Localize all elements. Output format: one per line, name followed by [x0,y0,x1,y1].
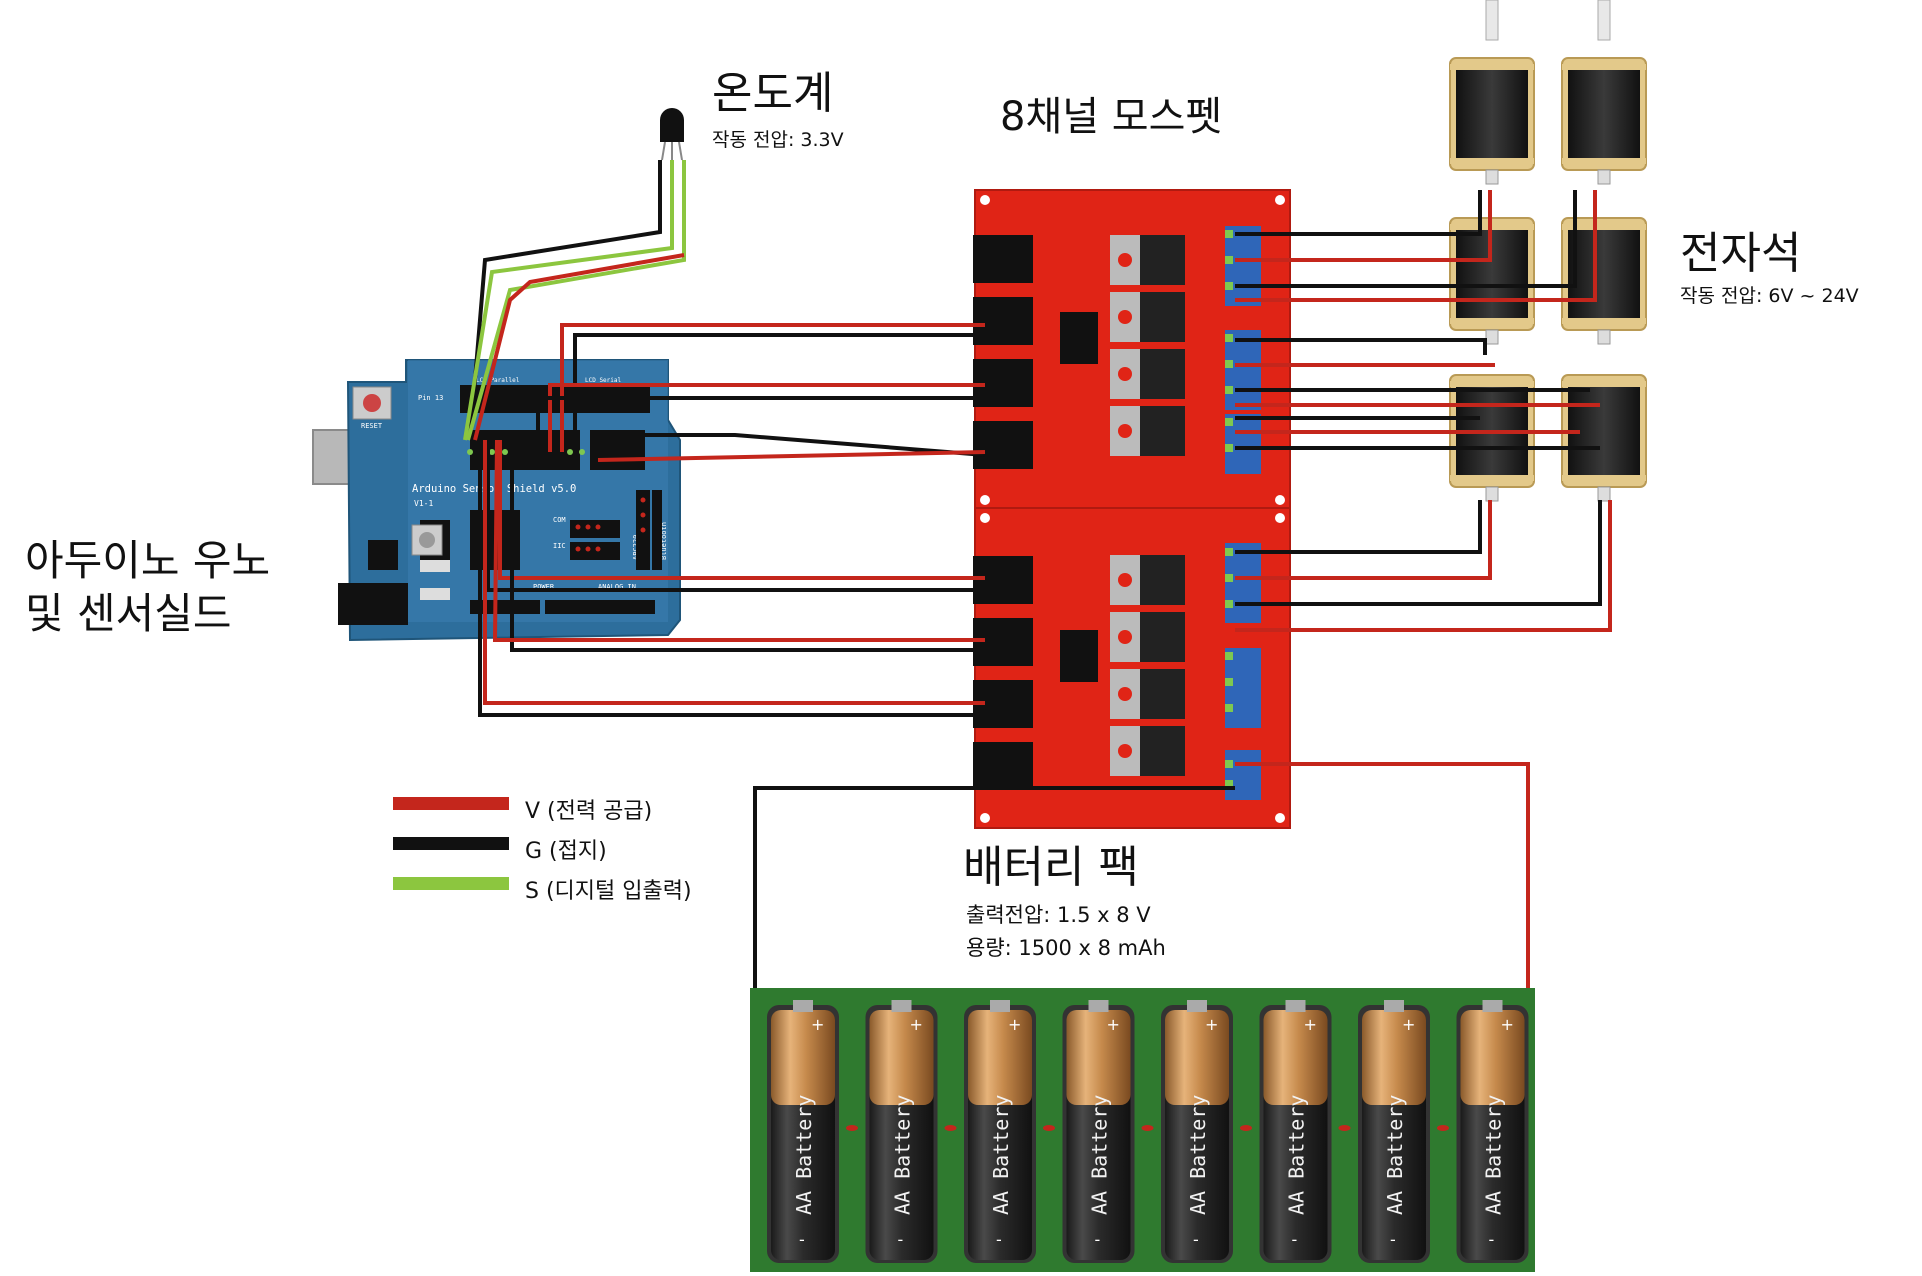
battery-plus-sign: + [1304,1015,1317,1034]
lcd-label: LCD Parallel [476,377,520,384]
wire-ch-d-power [498,440,985,580]
mosfet-transistors-top [1110,235,1185,456]
aa-battery-8: + - AA Battery [1456,1000,1529,1263]
aa-battery-3: + - AA Battery [964,1000,1055,1263]
electromagnet-4 [1561,217,1647,345]
battery-plus-sign: + [1205,1015,1218,1034]
wire-ch-d-ground [486,440,985,592]
thermometer-sensor [660,108,684,161]
iic-label: IIC [553,542,566,550]
arduino-line2: 및 센서실드 [25,589,232,638]
legend-swatch-signal [393,877,509,890]
aa-battery-5: + - AA Battery [1161,1000,1252,1263]
electromagnet-5 [1449,374,1535,502]
battery-minus-sign: - [1193,1230,1199,1249]
electromagnet-voltage: 작동 전압: 6V ~ 24V [1680,285,1859,307]
wire-ch-a-ground [573,333,985,452]
battery-connector [1338,1125,1351,1131]
legend: V (전력 공급) G (접지) S (디지털 입출력) [393,797,692,904]
mosfet-title: 8채널 모스펫 [1000,94,1222,140]
power-label: POWER [533,583,555,591]
labels: 온도계 작동 전압: 3.3V 8채널 모스펫 전자석 작동 전압: 6V ~ … [25,68,1859,960]
battery-connector [846,1125,858,1131]
wire-ch-e-power [492,439,985,642]
wires [463,160,1612,1130]
analog-label: ANALOG IN [598,583,636,591]
mosfet-module-bottom [973,507,1291,829]
battery-connector [1043,1125,1055,1131]
aa-battery-7: + - AA Battery [1358,1000,1449,1263]
com-label: COM [553,516,566,524]
battery-minus-sign: - [898,1230,904,1249]
wire-thermo-power-red [473,253,685,441]
shield-name: Arduino Sensor Shield v5.0 [412,483,576,495]
wire-thermo-signal [463,160,674,441]
reset-label: RESET [361,422,383,430]
battery-connector [944,1125,957,1131]
dc-jack [338,583,408,625]
battery-label: AA Battery [891,1095,915,1215]
wire-ch-e-ground [510,440,985,652]
battery-plus-sign: + [1008,1015,1021,1034]
battery-label: AA Battery [792,1095,816,1215]
electromagnet-6 [1561,374,1647,502]
aa-battery-4: + - AA Battery [1062,1000,1154,1263]
electromagnet-2 [1561,0,1647,185]
electromagnet-1 [1449,0,1535,185]
battery-minus-sign: - [1292,1230,1298,1249]
battery-title: 배터리 팩 [963,842,1139,893]
wire-ch-f-power [483,440,985,705]
battery-label: AA Battery [1482,1095,1506,1215]
aa-battery-1: + - AA Battery [767,1000,858,1263]
shield-version: V1-1 [414,499,433,508]
battery-connector [1240,1125,1252,1131]
electromagnets [1449,0,1647,502]
battery-minus-sign: - [1489,1230,1495,1249]
thermometer-title: 온도계 [712,68,833,119]
battery-connector [1437,1125,1449,1131]
bluetooth-label: Bluetooth [660,522,668,560]
wire-ch-c-ground [598,433,986,457]
wire-ch-b-ground [536,396,985,452]
wire-ch-c-power [597,450,986,462]
battery-minus-sign: - [1390,1230,1396,1249]
mosfet-transistors-bottom [1110,555,1185,776]
battery-label: AA Battery [989,1095,1013,1215]
battery-output: 출력전압: 1.5 x 8 V [966,903,1151,927]
legend-label-ground: G (접지) [525,839,607,864]
legend-swatch-ground [393,837,509,850]
battery-minus-sign: - [996,1230,1002,1249]
pin13-label: Pin 13 [418,394,443,402]
battery-plus-sign: + [1107,1015,1120,1034]
wire-ch-f-ground [478,440,985,717]
legend-swatch-power [393,797,509,810]
electromagnet-title: 전자석 [1680,228,1801,279]
lcd-serial-label: LCD Serial [585,377,622,384]
battery-plus-sign: + [1402,1015,1415,1034]
aa-battery-6: + - AA Battery [1259,1000,1351,1263]
arduino-line1: 아두이노 우노 [25,536,270,585]
battery-cells: + - AA Battery + - AA Battery + - AA Battery + - AA… [767,1000,1529,1263]
thermometer-voltage: 작동 전압: 3.3V [712,129,844,151]
battery-plus-sign: + [1501,1015,1514,1034]
battery-plus-sign: + [910,1015,923,1034]
wire-ch-b-power [548,383,985,452]
battery-label: AA Battery [1383,1095,1407,1215]
mosfet-module-top [973,189,1291,511]
battery-label: AA Battery [1186,1095,1210,1215]
legend-label-power: V (전력 공급) [525,799,652,824]
battery-connector [1141,1125,1154,1131]
battery-capacity: 용량: 1500 x 8 mAh [966,936,1166,960]
battery-label: AA Battery [1088,1095,1112,1215]
battery-minus-sign: - [799,1230,805,1249]
battery-label: AA Battery [1285,1095,1309,1215]
aa-battery-2: + - AA Battery [865,1000,957,1263]
legend-label-signal: S (디지털 입출력) [525,879,692,904]
battery-plus-sign: + [811,1015,824,1034]
battery-pack: + - AA Battery + - AA Battery + - AA Battery + - AA… [750,988,1535,1272]
wire-thermo-power [466,160,686,441]
wire-ch-a-power [560,323,985,452]
battery-minus-sign: - [1095,1230,1101,1249]
